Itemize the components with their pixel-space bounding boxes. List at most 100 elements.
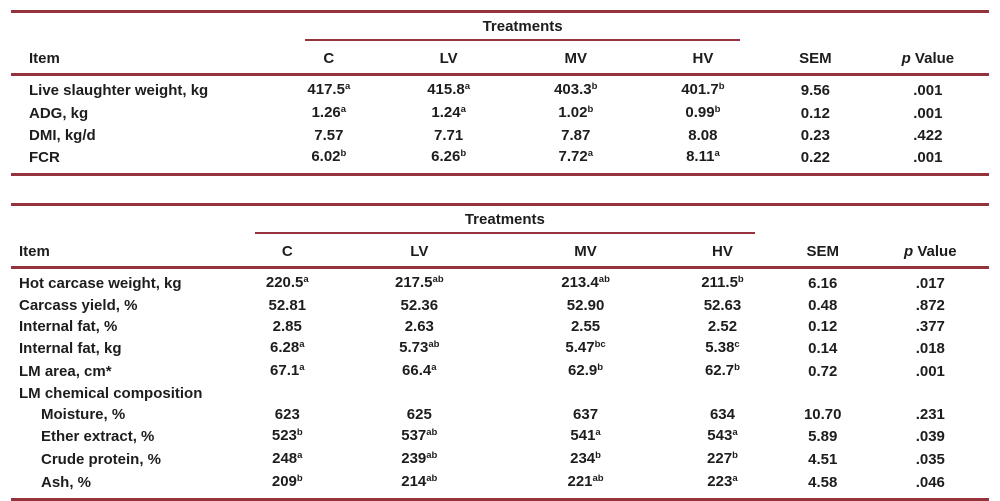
treatment-value-cell: 417.5a xyxy=(307,80,351,99)
row-item-label: Internal fat, % xyxy=(19,318,118,335)
treatment-value-cell: 217.5ab xyxy=(394,273,444,292)
significance-superscript: b xyxy=(718,80,725,92)
p-value-cell: .039 xyxy=(915,428,945,445)
treatment-value-cell: 2.63 xyxy=(404,318,434,335)
significance-superscript: a xyxy=(303,273,309,285)
treatment-value-cell: 6.28a xyxy=(270,338,305,357)
significance-superscript: a xyxy=(297,449,303,461)
treatment-value-cell: 541a xyxy=(570,426,601,445)
col-header-hv: HV xyxy=(641,41,765,76)
col-header-c: C xyxy=(235,234,339,269)
treatment-value-cell: 6.26b xyxy=(431,147,467,166)
treatment-value-cell xyxy=(671,383,774,404)
sem-cell: 0.14 xyxy=(808,340,838,357)
p-value-cell: .035 xyxy=(915,451,945,468)
significance-superscript: b xyxy=(460,147,467,159)
p-value-cell xyxy=(872,383,989,404)
significance-superscript: c xyxy=(734,338,740,350)
treatment-value-cell: 625 xyxy=(406,406,432,423)
row-item-label: LM area, cm* xyxy=(19,363,112,380)
table-row: DMI, kg/d 7.57 7.71 7.87 8.08 0.23 .422 xyxy=(11,125,989,146)
significance-superscript: b xyxy=(737,273,744,285)
p-italic: p xyxy=(904,243,914,260)
treatment-value-cell: 634 xyxy=(709,406,735,423)
row-item-label: Carcass yield, % xyxy=(19,297,138,314)
sem-cell: 4.51 xyxy=(808,451,838,468)
significance-superscript: b xyxy=(734,361,740,373)
p-value-cell: .046 xyxy=(915,474,945,491)
treatment-value-cell: 248a xyxy=(272,449,303,468)
row-item-label: Moisture, % xyxy=(41,406,126,423)
significance-superscript: b xyxy=(296,426,303,438)
treatment-value-cell: 66.4a xyxy=(402,361,437,380)
treatment-value-cell: 1.02b xyxy=(558,103,594,122)
spanner-spacer xyxy=(764,12,989,42)
row-item-label: Crude protein, % xyxy=(41,451,162,468)
treatments-spanner-row: Treatments xyxy=(11,12,989,42)
significance-superscript: a xyxy=(340,103,347,115)
treatment-value-cell: 5.47bc xyxy=(565,338,606,357)
significance-superscript: b xyxy=(296,472,303,484)
treatment-value-cell: 543a xyxy=(707,426,738,445)
sem-cell: 0.12 xyxy=(808,318,838,335)
col-header-mv: MV xyxy=(499,234,672,269)
carcass-characteristics-table: Treatments Item C LV MV HV SEM p Value H… xyxy=(11,203,989,501)
significance-superscript: a xyxy=(299,338,305,350)
sem-cell: 5.89 xyxy=(808,428,838,445)
row-item-label: Hot carcase weight, kg xyxy=(19,275,182,292)
treatments-spanner-row: Treatments xyxy=(11,205,989,235)
treatment-value-cell: 1.26a xyxy=(311,103,347,122)
significance-superscript: b xyxy=(340,147,347,159)
col-header-item: Item xyxy=(11,41,271,76)
significance-superscript: ab xyxy=(426,449,438,461)
treatment-value-cell: 220.5a xyxy=(265,273,309,292)
treatment-value-cell: 52.63 xyxy=(703,297,742,314)
p-value-cell: .001 xyxy=(913,82,943,99)
sem-cell: 0.22 xyxy=(800,149,830,166)
treatment-value-cell: 7.71 xyxy=(434,127,464,144)
sem-cell: 0.12 xyxy=(800,105,830,122)
treatment-value-cell: 403.3b xyxy=(554,80,598,99)
table-row: Carcass yield, % 52.81 52.36 52.90 52.63 0.48… xyxy=(11,295,989,316)
significance-superscript: ab xyxy=(428,338,440,350)
row-item-label: Ash, % xyxy=(41,474,92,491)
significance-superscript: ab xyxy=(598,273,610,285)
col-header-pvalue: p Value xyxy=(871,234,989,269)
treatment-value-cell: 401.7b xyxy=(681,80,725,99)
p-value-cell: .422 xyxy=(913,127,943,144)
col-header-sem: SEM xyxy=(764,41,867,76)
p-value-rest: Value xyxy=(910,50,955,67)
table-row: Internal fat, % 2.85 2.63 2.55 2.52 0.12 .377 xyxy=(11,316,989,337)
significance-superscript: b xyxy=(595,449,601,461)
significance-superscript: ab xyxy=(592,472,604,484)
table-row: Live slaughter weight, kg 417.5a 415.8a 403… xyxy=(11,75,989,103)
significance-superscript: b xyxy=(714,103,721,115)
treatment-value-cell: 223a xyxy=(707,472,738,491)
col-header-item: Item xyxy=(11,234,236,269)
treatment-value-cell: 623 xyxy=(274,406,300,423)
treatment-value-cell: 7.87 xyxy=(561,127,591,144)
treatment-value-cell: 8.08 xyxy=(688,127,718,144)
table-row: ADG, kg 1.26a 1.24a 1.02b 0.99b 0.12 .001 xyxy=(11,102,989,125)
treatments-spanner: Treatments xyxy=(270,12,764,41)
row-item-label: ADG, kg xyxy=(29,105,89,122)
treatment-value-cell: 523b xyxy=(271,426,303,445)
treatment-value-cell: 211.5b xyxy=(701,273,744,292)
spanner-spacer xyxy=(11,205,236,235)
p-value-cell: .001 xyxy=(913,105,943,122)
sem-cell: 6.16 xyxy=(808,275,838,292)
treatment-value-cell: 52.90 xyxy=(566,297,605,314)
treatment-value-cell: 67.1a xyxy=(270,361,305,380)
table-row: LM area, cm* 67.1a 66.4a 62.9b 62.7b 0.72 .001 xyxy=(11,360,989,383)
significance-superscript: a xyxy=(732,472,738,484)
treatment-value-cell: 5.38c xyxy=(705,338,740,357)
significance-superscript: a xyxy=(714,147,720,159)
treatment-value-cell: 537ab xyxy=(401,426,438,445)
treatments-spanner: Treatments xyxy=(236,205,774,234)
treatment-value-cell: 209b xyxy=(271,472,303,491)
treatment-value-cell: 637 xyxy=(573,406,599,423)
treatment-value-cell: 239ab xyxy=(401,449,438,468)
row-item-label: FCR xyxy=(29,149,60,166)
col-header-lv: LV xyxy=(387,41,510,76)
treatment-value-cell xyxy=(339,383,500,404)
